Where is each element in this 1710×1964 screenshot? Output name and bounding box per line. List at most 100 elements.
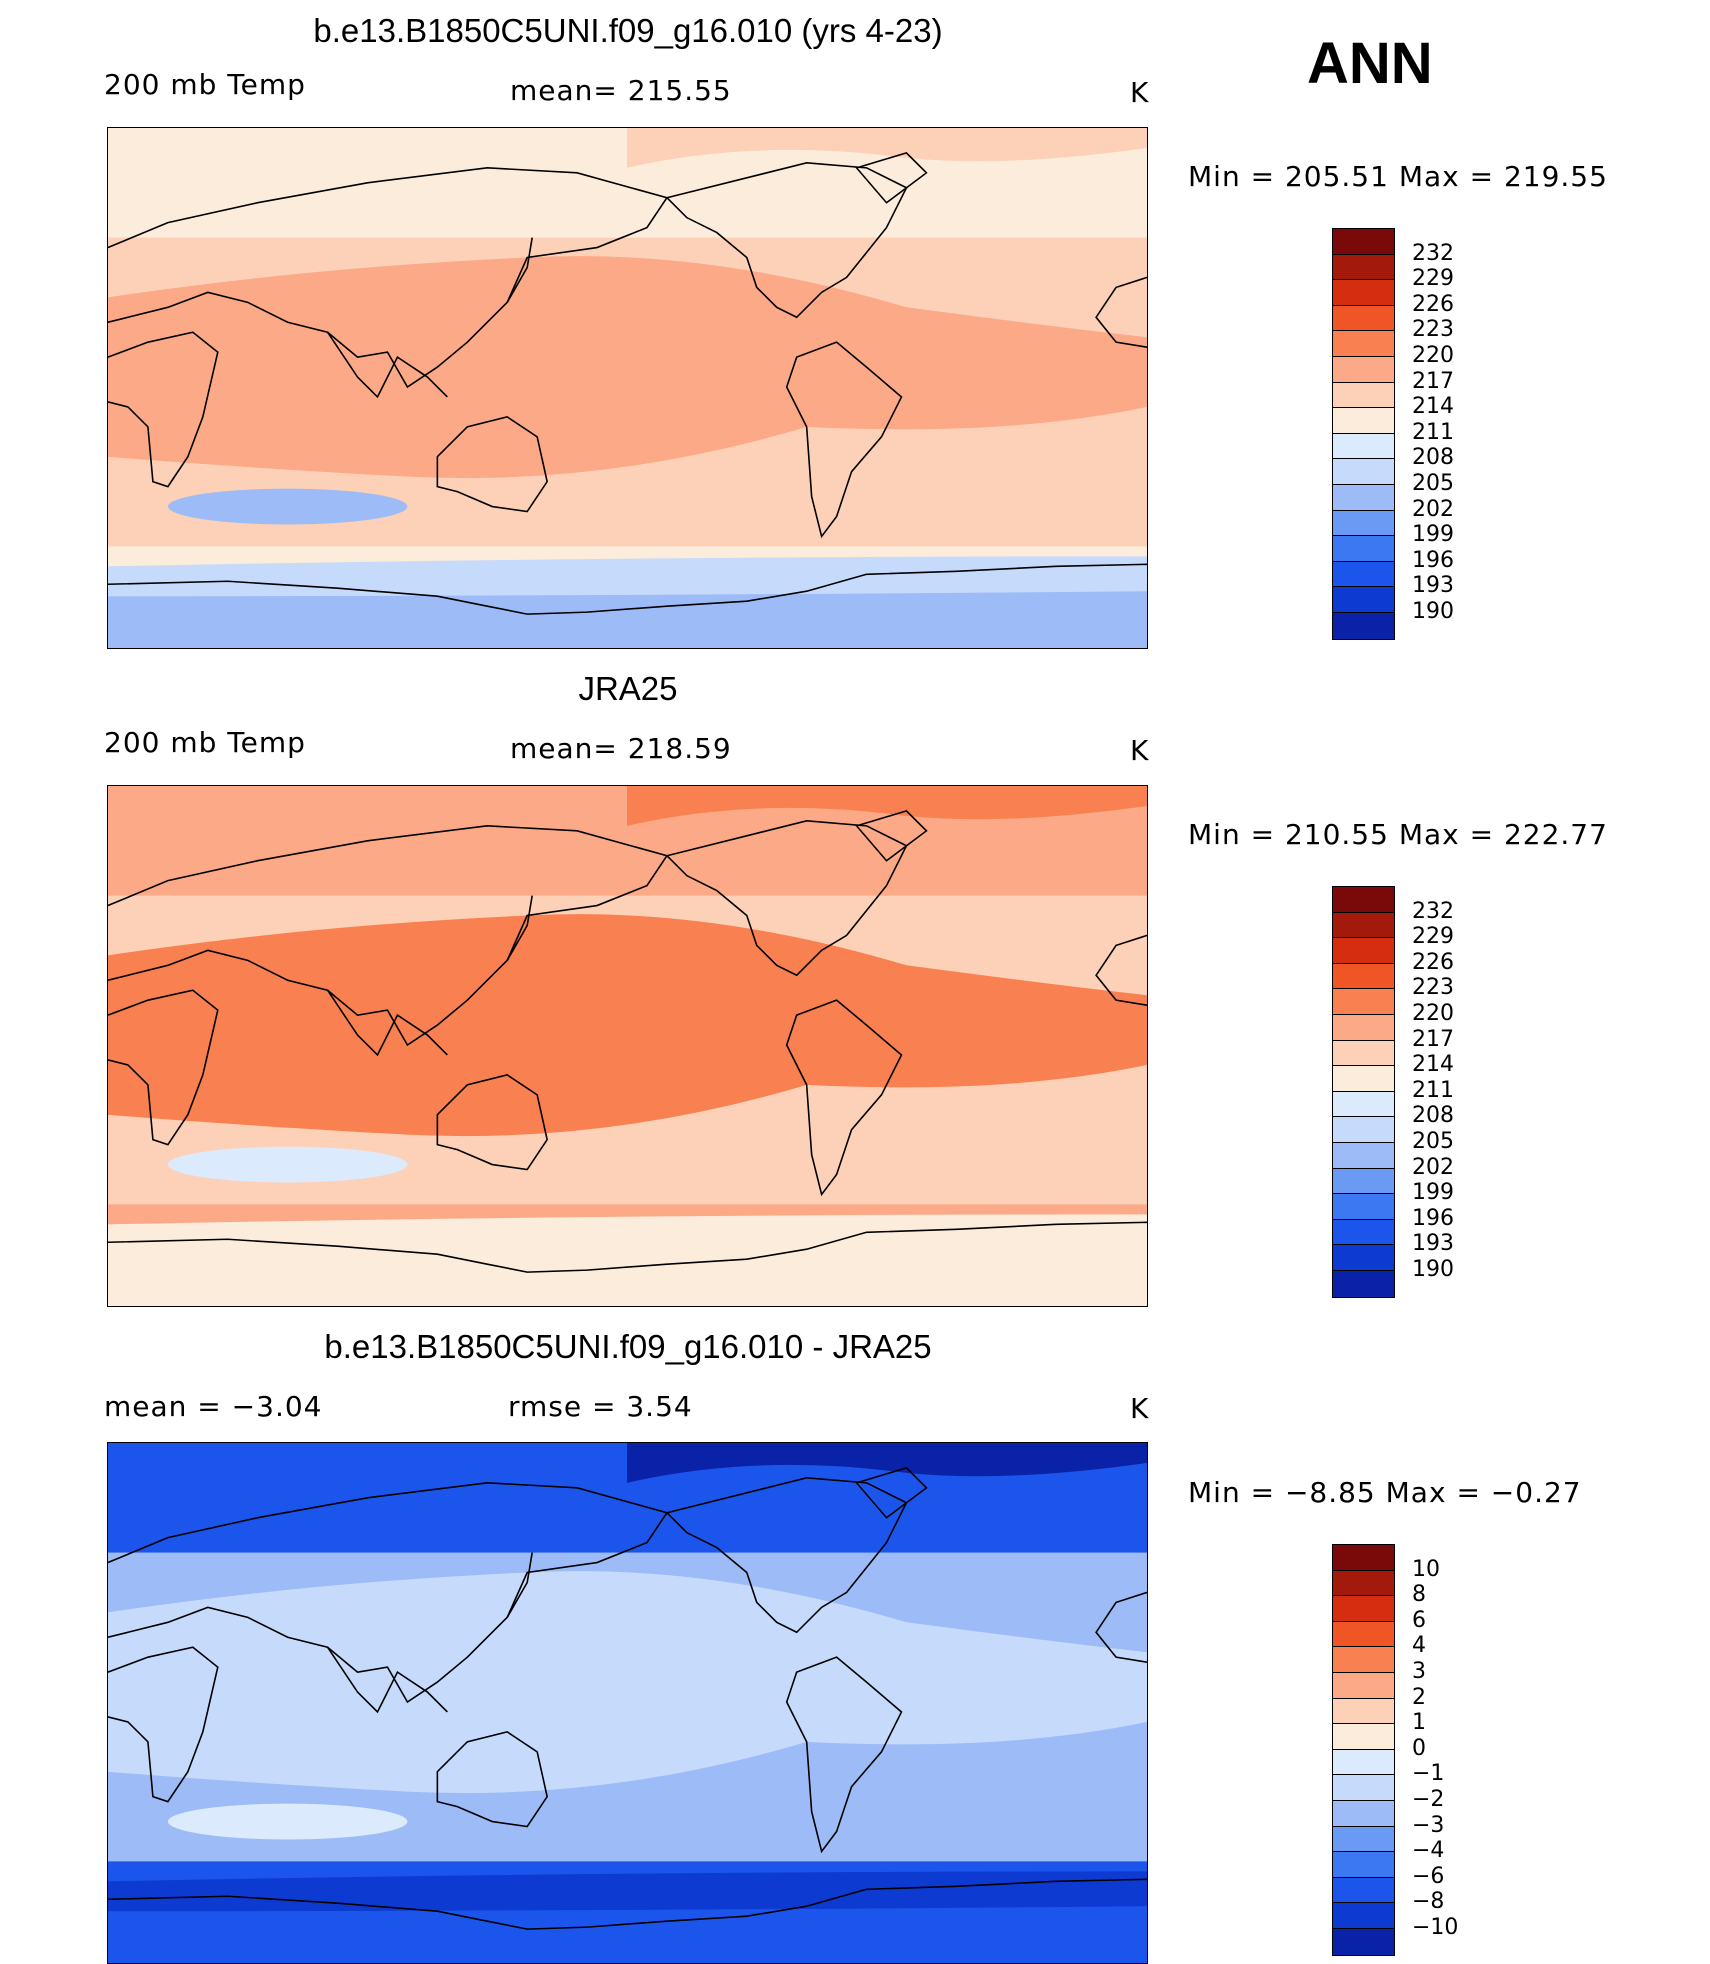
coastline — [665, 1477, 908, 1634]
colorbar-swatch — [1333, 1749, 1394, 1776]
colorbar-swatch — [1333, 1194, 1394, 1220]
colorbar-swatch — [1333, 229, 1394, 255]
colorbar-swatch — [1333, 1117, 1394, 1143]
colorbar-swatch — [1333, 1066, 1394, 1092]
colorbar-tick-label: 211 — [1412, 1077, 1454, 1103]
colorbar-swatch — [1333, 1800, 1394, 1827]
colorbar-swatch — [1333, 433, 1394, 460]
colorbar-swatch — [1333, 963, 1394, 990]
colorbar-swatch — [1333, 989, 1394, 1015]
colorbar-tick-label: 4 — [1412, 1633, 1426, 1659]
coastline — [108, 1221, 1147, 1273]
colorbar-swatch — [1333, 587, 1394, 613]
colorbar-tick-label: 196 — [1412, 1205, 1454, 1231]
colorbar-swatch — [1333, 1826, 1394, 1853]
contour-band-pole — [108, 1906, 1147, 1963]
colorbar-tick-label: 199 — [1412, 1180, 1454, 1206]
colorbar-swatch — [1333, 305, 1394, 332]
coastline — [506, 237, 533, 303]
colorbar-tick-label: 1 — [1412, 1710, 1426, 1736]
colorbar-swatch — [1333, 459, 1394, 485]
coastline — [855, 810, 928, 862]
colorbar-tick-label: 205 — [1412, 1129, 1454, 1154]
colorbar-swatch — [1333, 1545, 1394, 1571]
colorbar-tick-label: 220 — [1412, 1001, 1454, 1026]
map-panel — [107, 127, 1148, 649]
coastline — [506, 895, 533, 961]
panel-title: b.e13.B1850C5UNI.f09_g16.010 - JRA25 — [324, 1328, 932, 1365]
colorbar-tick-label: 220 — [1412, 343, 1454, 368]
colorbar-swatch — [1333, 1621, 1394, 1648]
units-label: K — [1130, 1392, 1150, 1425]
coastline — [326, 1646, 448, 1714]
colorbar-tick-label: 232 — [1412, 240, 1454, 266]
colorbar-tick-label: 190 — [1412, 1257, 1454, 1282]
colorbar-swatch — [1333, 1903, 1394, 1929]
colorbar-tick-label: 217 — [1412, 1026, 1454, 1052]
colorbar-swatch — [1333, 1852, 1394, 1878]
colorbar-tick-label: 211 — [1412, 419, 1454, 445]
rmse-label: rmse = 3.54 — [508, 1390, 693, 1423]
mean-label: mean= 218.59 — [510, 732, 732, 765]
colorbar-swatch — [1333, 1698, 1394, 1725]
coastline — [108, 563, 1147, 615]
colorbar-swatch — [1333, 382, 1394, 409]
coastline — [1095, 1591, 1147, 1663]
colorbar-swatch — [1333, 1775, 1394, 1801]
colorbar-tick-label: 8 — [1412, 1582, 1426, 1608]
coastline — [785, 999, 903, 1197]
colorbar-tick-label: 214 — [1412, 394, 1454, 420]
colorbar-tick-label: 232 — [1412, 898, 1454, 924]
colorbar-swatch — [1333, 912, 1394, 939]
colorbar-swatch — [1333, 1040, 1394, 1067]
colorbar-swatch — [1333, 331, 1394, 357]
colorbar-tick-label: 223 — [1412, 317, 1454, 343]
coastline — [108, 1646, 219, 1803]
colorbar-swatch — [1333, 1245, 1394, 1271]
variable-label: 200 mb Temp — [104, 726, 306, 759]
coastline — [436, 1731, 549, 1828]
colorbar-tick-label: 202 — [1412, 1154, 1454, 1180]
coastline — [855, 152, 928, 204]
coastline — [506, 1552, 533, 1618]
coastline — [665, 162, 908, 319]
colorbar-tick-label: 193 — [1412, 1231, 1454, 1257]
contour-band-arctic — [627, 1443, 1147, 1483]
colorbar-tick-label: −2 — [1412, 1787, 1445, 1812]
colorbar — [1332, 886, 1395, 1298]
coastline — [436, 1074, 549, 1171]
colorbar-tick-label: 190 — [1412, 599, 1454, 624]
colorbar-tick-label: 217 — [1412, 368, 1454, 394]
contour-band-cold-patch — [167, 488, 408, 525]
coastline — [855, 1467, 928, 1519]
colorbar-swatch — [1333, 612, 1394, 639]
coastline — [1095, 276, 1147, 348]
colorbar-swatch — [1333, 484, 1394, 511]
colorbar-swatch — [1333, 1014, 1394, 1041]
colorbar-tick-label: 229 — [1412, 266, 1454, 292]
mean-label: mean = −3.04 — [104, 1390, 323, 1423]
colorbar-tick-label: 226 — [1412, 949, 1454, 975]
colorbar-tick-label: −6 — [1412, 1863, 1445, 1889]
colorbar-tick-label: 193 — [1412, 573, 1454, 599]
contour-band-tropics — [108, 256, 1147, 479]
contour-band-cold-patch — [167, 1146, 408, 1183]
coastline — [108, 989, 219, 1146]
coastline — [326, 989, 448, 1057]
colorbar-swatch — [1333, 408, 1394, 434]
colorbar-tick-label: 6 — [1412, 1607, 1426, 1633]
contour-band-cold-patch — [167, 1803, 408, 1840]
colorbar-swatch — [1333, 254, 1394, 281]
colorbar-swatch — [1333, 510, 1394, 537]
colorbar-swatch — [1333, 938, 1394, 964]
coastline — [785, 1656, 903, 1854]
contour-band-pole — [108, 591, 1147, 648]
colorbar-tick-label: 229 — [1412, 924, 1454, 950]
colorbar-tick-label: 214 — [1412, 1052, 1454, 1078]
colorbar-tick-label: −1 — [1412, 1761, 1445, 1787]
colorbar-swatch — [1333, 1570, 1394, 1597]
colorbar-tick-label: 208 — [1412, 1103, 1454, 1129]
contour-band-pole — [108, 1249, 1147, 1306]
coastline — [108, 167, 669, 389]
colorbar-tick-label: −3 — [1412, 1812, 1445, 1838]
